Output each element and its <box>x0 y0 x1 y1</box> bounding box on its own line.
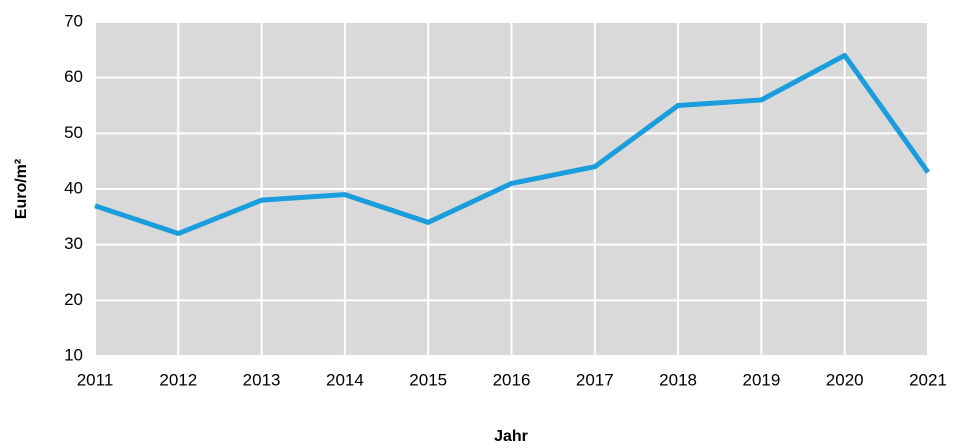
data-line <box>94 52 931 237</box>
x-tick-label: 2011 <box>77 370 114 389</box>
y-tick-label: 40 <box>64 178 83 197</box>
x-axis-label: Jahr <box>494 428 528 445</box>
y-tick-label: 60 <box>64 67 83 86</box>
y-tick-label: 30 <box>64 234 83 253</box>
y-tick-label: 70 <box>64 11 83 30</box>
x-tick-label: 2019 <box>742 370 780 389</box>
x-tick-label: 2015 <box>409 370 447 389</box>
x-tick-label: 2012 <box>159 370 197 389</box>
y-tick-label: 10 <box>64 345 83 364</box>
x-tick-label: 2017 <box>576 370 614 389</box>
x-tick-label: 2021 <box>909 370 947 389</box>
y-tick-label: 20 <box>64 290 83 309</box>
x-tick-label: 2014 <box>326 370 364 389</box>
y-tick-label: 50 <box>64 123 83 142</box>
x-tick-label: 2013 <box>243 370 281 389</box>
x-tick-label: 2020 <box>826 370 864 389</box>
x-tick-label: 2016 <box>493 370 531 389</box>
x-tick-label: 2018 <box>659 370 697 389</box>
y-axis-label: Euro/m² <box>13 159 30 219</box>
